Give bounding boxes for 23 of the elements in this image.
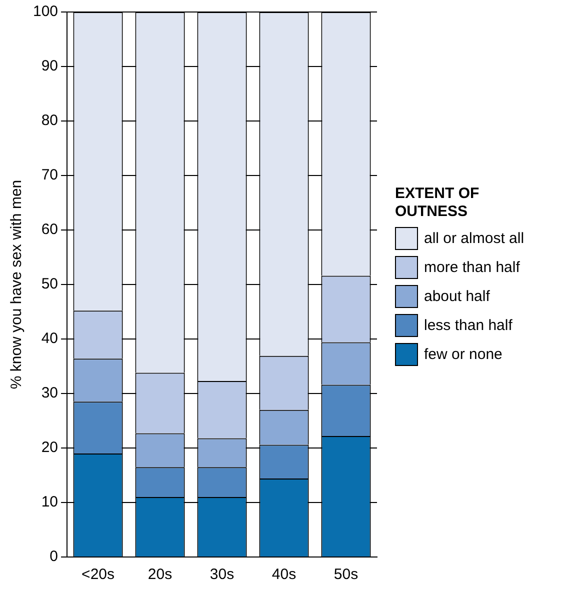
y-tick-label: 20 — [41, 439, 58, 456]
y-tick-label: 80 — [41, 112, 58, 130]
x-tick-label: <20s — [82, 566, 114, 584]
legend-label: few or none — [424, 346, 502, 363]
y-axis-title: % know you have sex with men — [8, 180, 26, 390]
y-tick-label: 30 — [41, 384, 58, 402]
y-tick-label: 10 — [41, 494, 58, 511]
y-tick-label: 90 — [41, 58, 58, 75]
legend-label: about half — [424, 288, 490, 305]
x-tick-label: 50s — [334, 566, 358, 584]
text: all or almost all — [424, 230, 524, 247]
legend-label: more than half — [424, 259, 520, 276]
y-tick-label: 50 — [41, 276, 58, 293]
legend-label: less than half — [424, 317, 512, 334]
y-tick-label: 100 — [32, 3, 58, 20]
x-tick-label: 20s — [148, 566, 172, 584]
y-tick-label: 0 — [50, 548, 58, 566]
legend-title: EXTENT OF OUTNESS — [395, 185, 480, 221]
x-tick-label: 30s — [210, 566, 234, 584]
y-tick-label: 40 — [41, 330, 58, 348]
y-tick-label: 70 — [41, 166, 58, 184]
x-tick-label: 40s — [272, 566, 296, 584]
y-tick-label: 60 — [41, 221, 58, 238]
